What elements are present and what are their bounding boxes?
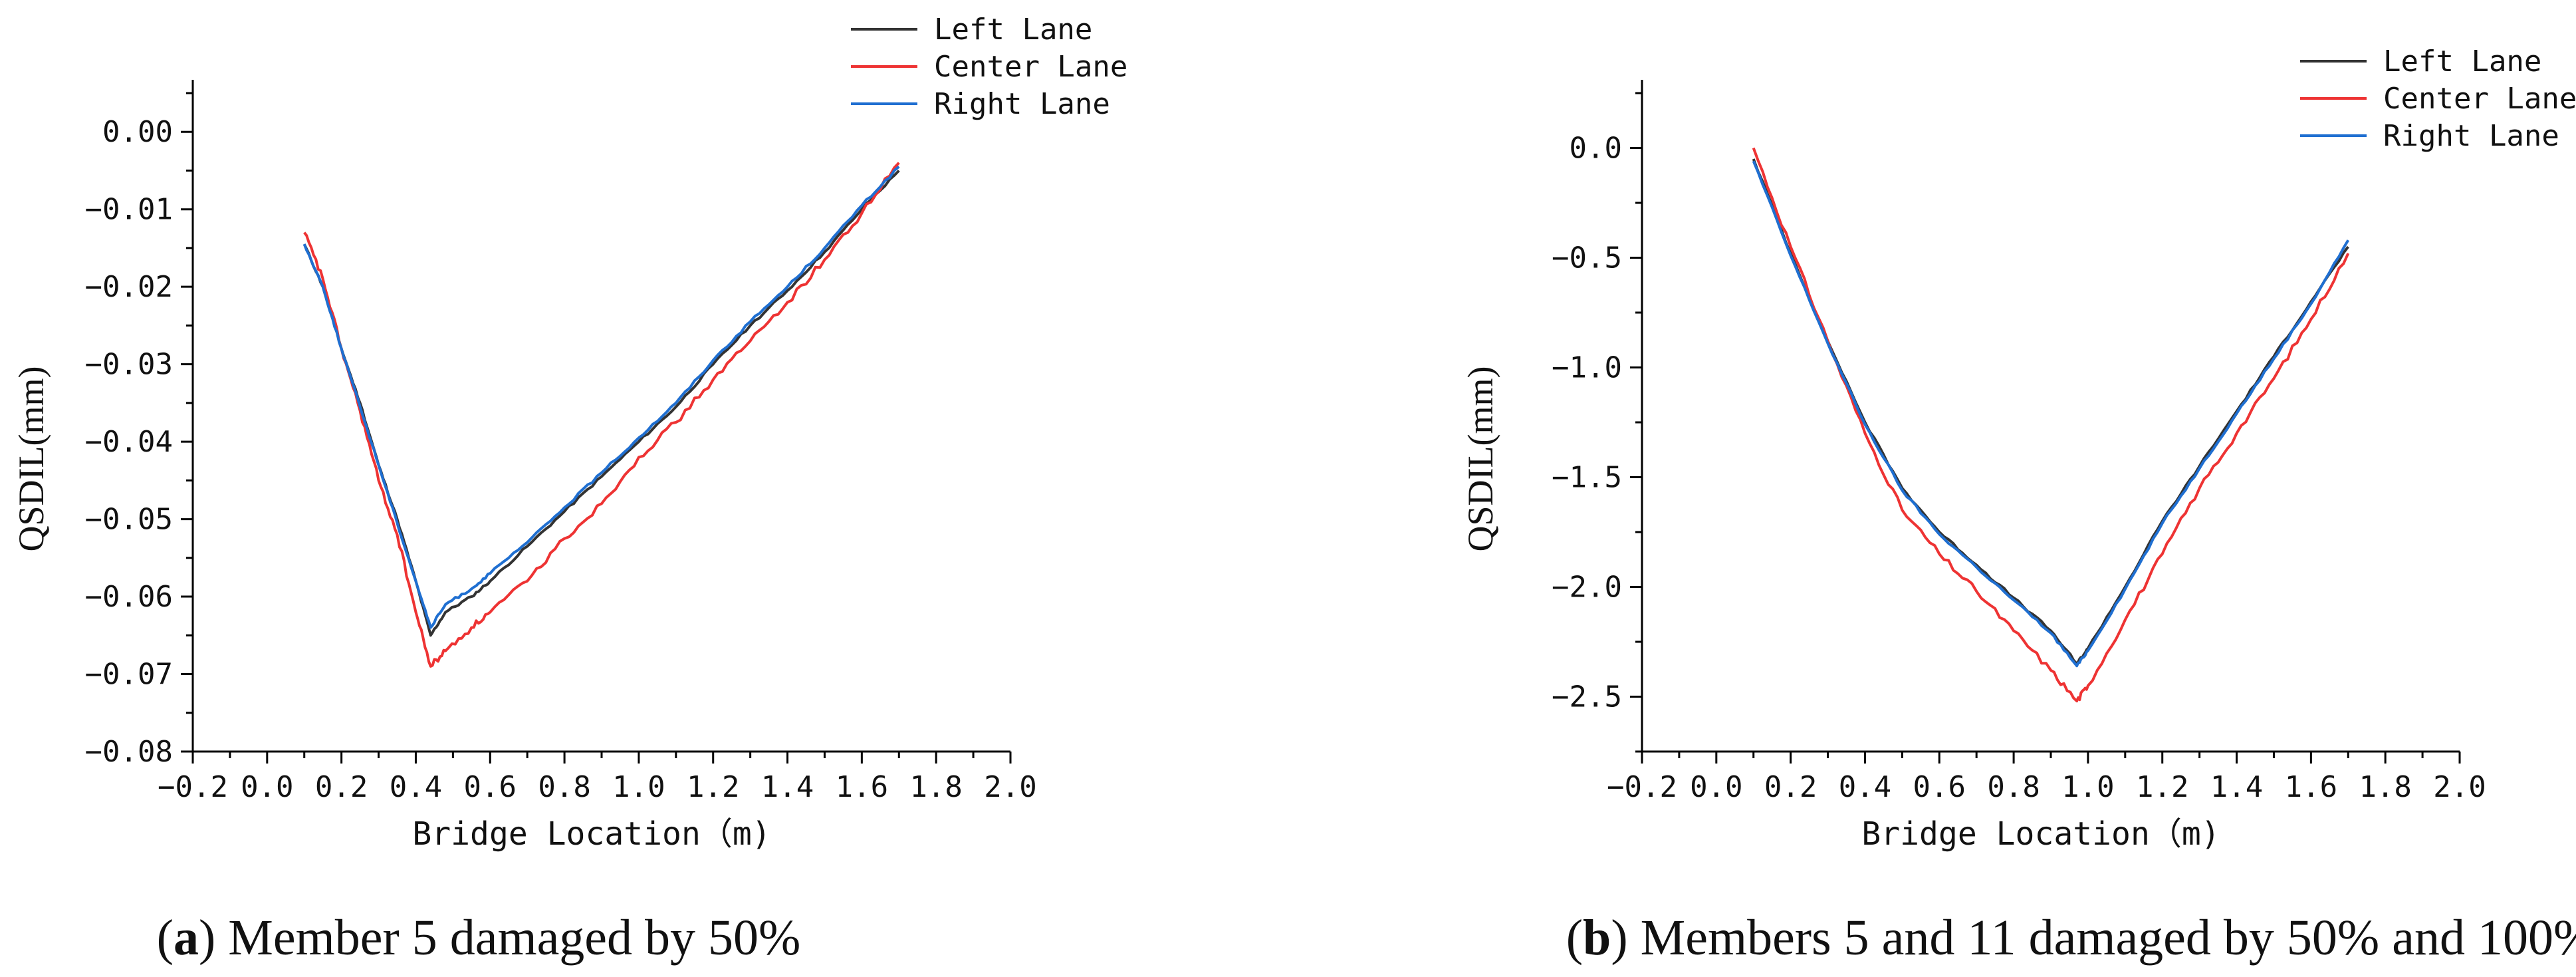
panel-a-legend-label-center-lane: Center Lane: [934, 50, 1127, 84]
panel-b-caption-letter: b: [1583, 910, 1611, 966]
panel-b-series-center-lane: [1752, 147, 2350, 703]
panel-a-x-tick-label: 0.0: [241, 770, 293, 804]
panel-a-x-axis-title: Bridge Location（m): [412, 815, 770, 853]
panel-b-legend-label-right-lane: Right Lane: [2383, 119, 2559, 153]
panel-a-x-tick-label: 1.8: [909, 770, 962, 804]
panel-b-x-tick-label: 1.4: [2210, 770, 2263, 804]
panel-a: −0.2 0.0 0.2 0.4 0.6 0.8 1.0 1.2 1.4 1.6 1.8 2.0 −0.…: [11, 13, 1127, 966]
panel-b-caption: (b) Members 5 and 11 damaged by 50% and …: [1566, 910, 2576, 966]
panel-b-y-axis-title: QSDIL(mm): [1461, 366, 1500, 552]
panel-a-x-tick-label: 2.0: [984, 770, 1036, 804]
panel-b-x-tick-label: 1.6: [2285, 770, 2337, 804]
panel-b-y-tick-label: −2.0: [1552, 571, 1622, 605]
panel-b-legend-label-left-lane: Left Lane: [2383, 45, 2541, 78]
panel-b-x-tick-label: 1.8: [2359, 770, 2411, 804]
panel-b-x-tick-label: 1.2: [2136, 770, 2188, 804]
panel-a-series-right-lane: [302, 166, 900, 629]
panel-b-x-tick-label: −0.2: [1607, 770, 1677, 804]
panel-b-y-tick-label: −2.5: [1552, 680, 1622, 714]
panel-b-x-tick-label: 0.4: [1839, 770, 1891, 804]
panel-b-x-tick-label: 2.0: [2433, 770, 2486, 804]
panel-a-y-tick-label: −0.08: [85, 735, 173, 769]
panel-b-y-tick-label: −1.5: [1552, 461, 1622, 495]
panel-b-series-right-lane: [1752, 160, 2350, 668]
panel-a-x-tick-label: 1.2: [687, 770, 739, 804]
panel-b-y-tick-label: 0.0: [1570, 132, 1622, 166]
panel-b-series: [1752, 147, 2350, 703]
panel-b-legend-label-center-lane: Center Lane: [2383, 82, 2576, 116]
panel-a-y-tick-label: −0.04: [85, 425, 173, 459]
panel-a-x-tick-label: 1.0: [612, 770, 665, 804]
panel-a-x-tick-label: 0.2: [315, 770, 368, 804]
panel-a-y-tick-label: −0.01: [85, 193, 173, 227]
panel-a-x-tick-label: 0.8: [538, 770, 590, 804]
panel-a-x-tick-label: 1.6: [836, 770, 888, 804]
panel-a-y-tick-label: −0.03: [85, 348, 173, 382]
panel-b-x-axis-title: Bridge Location（m): [1861, 815, 2220, 853]
panel-b-y-tick-label: −0.5: [1552, 241, 1622, 275]
panel-a-series-center-lane: [303, 162, 900, 668]
panel-a-series: [302, 162, 900, 668]
panel-a-x-tick-label: 1.4: [761, 770, 814, 804]
panel-b-x-tick-label: 0.2: [1764, 770, 1817, 804]
panel-b-y-tick-label: −1.0: [1552, 351, 1622, 385]
panel-a-y-axis-title: QSDIL(mm): [11, 366, 51, 552]
panel-a-y-tick-label: 0.00: [102, 115, 173, 149]
panel-a-axes: −0.2 0.0 0.2 0.4 0.6 0.8 1.0 1.2 1.4 1.6 1.8 2.0 −0.…: [85, 80, 1037, 804]
panel-b-x-tick-label: 0.6: [1913, 770, 1966, 804]
panel-b-x-tick-label: 0.8: [1987, 770, 2040, 804]
panel-a-y-tick-label: −0.02: [85, 270, 173, 304]
panel-a-caption-letter: a: [174, 910, 199, 966]
panel-b: −0.2 0.0 0.2 0.4 0.6 0.8 1.0 1.2 1.4 1.6 1.8 2.0 −2.…: [1461, 45, 2576, 966]
panel-a-x-tick-label: 0.4: [390, 770, 442, 804]
panel-a-y-tick-label: −0.07: [85, 658, 173, 692]
panel-b-axes: −0.2 0.0 0.2 0.4 0.6 0.8 1.0 1.2 1.4 1.6 1.8 2.0 −2.…: [1552, 80, 2486, 804]
panel-b-x-tick-label: 0.0: [1690, 770, 1742, 804]
panel-a-legend-label-right-lane: Right Lane: [934, 87, 1110, 121]
panel-a-x-tick-label: 0.6: [464, 770, 517, 804]
panel-a-caption-text: Member 5 damaged by 50%: [228, 910, 800, 966]
panel-a-legend-label-left-lane: Left Lane: [934, 13, 1092, 47]
panel-a-caption: (a) Member 5 damaged by 50%: [157, 910, 801, 966]
panel-b-caption-text: Members 5 and 11 damaged by 50% and 100%: [1641, 910, 2576, 966]
panel-a-y-tick-label: −0.06: [85, 580, 173, 614]
panel-a-x-tick-label: −0.2: [158, 770, 228, 804]
panel-a-y-tick-label: −0.05: [85, 503, 173, 537]
panel-b-x-tick-label: 1.0: [2061, 770, 2114, 804]
